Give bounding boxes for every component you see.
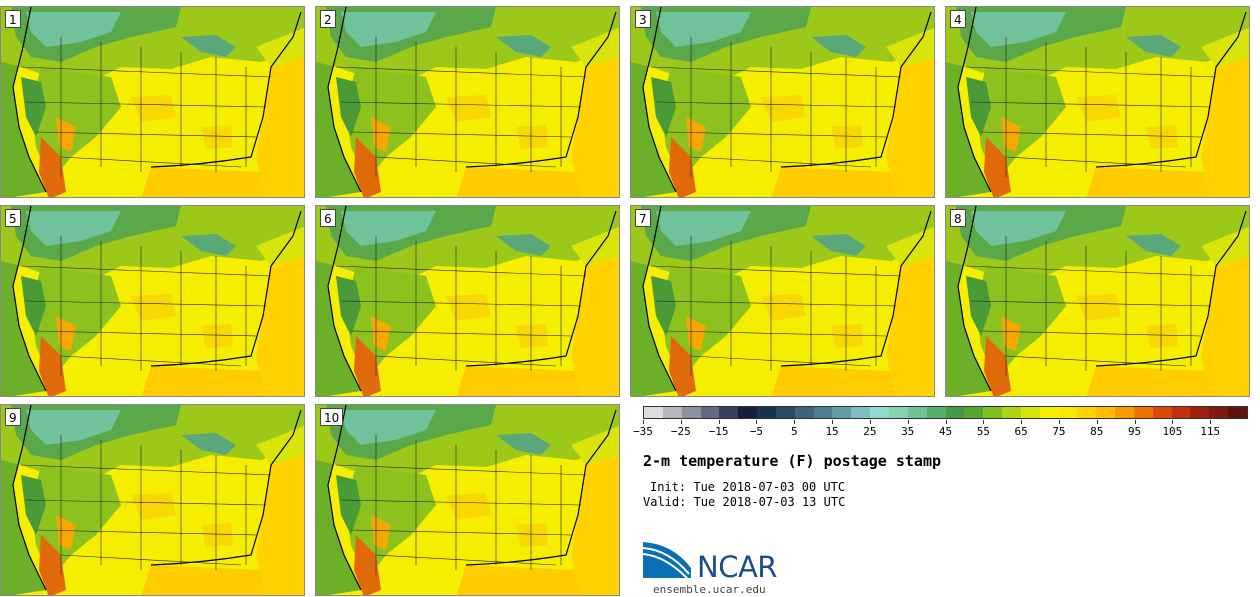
map-panel: 10	[315, 404, 620, 596]
colorbar-swatch	[1039, 407, 1059, 418]
colorbar-swatch	[964, 407, 984, 418]
panel-number-label: 4	[950, 10, 966, 28]
colorbar-tick	[1096, 420, 1098, 424]
colorbar-swatch	[1002, 407, 1021, 418]
map-panel: 3	[630, 6, 935, 198]
colorbar-swatch	[662, 407, 682, 418]
colorbar-tick	[945, 420, 947, 424]
colorbar-swatch	[870, 407, 889, 418]
colorbar-tick-label: 55	[976, 425, 990, 438]
colorbar-tick	[1134, 420, 1136, 424]
colorbar-swatch	[738, 407, 758, 418]
colorbar-tick-label: 25	[863, 425, 877, 438]
colorbar-swatch	[945, 407, 965, 418]
colorbar-swatch	[851, 407, 871, 418]
colorbar-tick	[832, 420, 834, 424]
ncar-logo-text: NCAR	[697, 550, 777, 584]
map-panel: 2	[315, 6, 620, 198]
colorbar-tick-label: −25	[670, 425, 691, 438]
colorbar-swatch	[1152, 407, 1172, 418]
valid-time: Valid: Tue 2018-07-03 13 UTC	[643, 495, 846, 509]
map-panel: 9	[0, 404, 305, 596]
colorbar-tick	[643, 420, 644, 424]
map-panel: 5	[0, 205, 305, 397]
colorbar-tick	[756, 420, 758, 424]
colorbar-swatch	[813, 407, 833, 418]
colorbar-swatch	[832, 407, 852, 418]
colorbar-tick-label: 5	[790, 425, 798, 438]
colorbar-swatch	[1133, 407, 1153, 418]
temperature-colorbar	[643, 406, 1248, 419]
colorbar-tick-label: 85	[1090, 425, 1104, 438]
ncar-logo-icon	[643, 542, 691, 579]
colorbar-swatch	[1209, 407, 1229, 418]
colorbar-tick	[794, 420, 796, 424]
colorbar-swatch	[1058, 407, 1078, 418]
colorbar-tick	[718, 420, 720, 424]
colorbar-swatch	[700, 407, 720, 418]
panel-number-label: 2	[320, 10, 336, 28]
colorbar-tick	[907, 420, 909, 424]
colorbar-swatch	[1190, 407, 1210, 418]
panel-number-label: 1	[5, 10, 21, 28]
map-panel: 1	[0, 6, 305, 198]
map-panel: 8	[945, 205, 1250, 397]
colorbar-swatch	[1096, 407, 1116, 418]
map-title: 2-m temperature (F) postage stamp	[643, 452, 942, 470]
colorbar-swatch	[719, 407, 739, 418]
colorbar-tick-label: −15	[708, 425, 729, 438]
colorbar-tick-label: 15	[825, 425, 839, 438]
colorbar-swatch	[681, 407, 701, 418]
colorbar-swatch	[794, 407, 814, 418]
map-panel: 4	[945, 6, 1250, 198]
colorbar-swatch	[926, 407, 946, 418]
colorbar-tick-label: 65	[1014, 425, 1028, 438]
colorbar-tick	[983, 420, 985, 424]
colorbar-tick	[1021, 420, 1023, 424]
panel-number-label: 8	[950, 209, 966, 227]
colorbar-tick-label: 115	[1200, 425, 1221, 438]
colorbar-swatch	[983, 407, 1003, 418]
colorbar-swatch	[1115, 407, 1134, 418]
colorbar-swatch	[1228, 407, 1247, 418]
colorbar-tick	[869, 420, 871, 424]
website-url: ensemble.ucar.edu	[653, 583, 766, 596]
colorbar-swatch	[1020, 407, 1040, 418]
colorbar-swatch	[775, 407, 795, 418]
colorbar-tick-label: 35	[901, 425, 915, 438]
colorbar-tick	[1210, 420, 1212, 424]
colorbar-tick	[1058, 420, 1060, 424]
panel-number-label: 3	[635, 10, 651, 28]
colorbar-swatch	[888, 407, 908, 418]
colorbar-tick-label: 45	[938, 425, 953, 438]
colorbar-tick	[680, 420, 682, 424]
panel-number-label: 7	[635, 209, 651, 227]
panel-number-label: 5	[5, 209, 21, 227]
map-panel: 6	[315, 205, 620, 397]
colorbar-swatch	[757, 407, 776, 418]
map-panel: 7	[630, 205, 935, 397]
colorbar-tick-label: −35	[633, 425, 653, 438]
colorbar-swatch	[1077, 407, 1097, 418]
panel-number-label: 9	[5, 408, 21, 426]
colorbar-tick-labels: −35 −25 −15 −5 5 15 25 35 45 55 65 75 85 95 105 115	[633, 420, 1248, 440]
colorbar-swatch	[907, 407, 927, 418]
colorbar-tick-label: −5	[749, 425, 764, 438]
colorbar-swatch	[644, 407, 663, 418]
colorbar-tick-label: 95	[1127, 425, 1142, 438]
panel-number-label: 10	[320, 408, 344, 426]
colorbar-swatch	[1171, 407, 1191, 418]
colorbar-tick-label: 105	[1162, 425, 1183, 438]
colorbar-tick-label: 75	[1052, 425, 1066, 438]
colorbar-tick	[1172, 420, 1174, 424]
init-time: Init: Tue 2018-07-03 00 UTC	[650, 480, 846, 494]
panel-number-label: 6	[320, 209, 336, 227]
